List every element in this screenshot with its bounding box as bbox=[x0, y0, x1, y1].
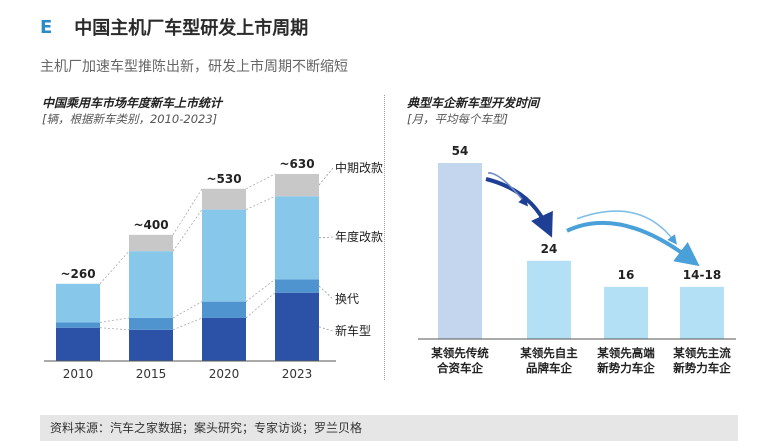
bar-segment-新车型-2015 bbox=[129, 329, 173, 361]
category-label-2-line-1: 某领先自主 bbox=[519, 346, 578, 360]
bar-1 bbox=[438, 163, 482, 339]
total-label-2020: ~530 bbox=[206, 172, 241, 186]
source-footer: 资料来源：汽车之家数据；案头研究；专家访谈；罗兰贝格 bbox=[40, 415, 738, 441]
connector-line bbox=[172, 301, 203, 319]
decrease-arrow-2b bbox=[576, 210, 677, 245]
page-title: 中国主机厂车型研发上市周期 bbox=[74, 18, 309, 39]
value-label-4: 14-18 bbox=[683, 268, 721, 282]
right-chart-title: 典型车企新车型开发时间 bbox=[407, 96, 540, 110]
connector-line bbox=[172, 188, 203, 236]
category-label-3-line-2: 新势力车企 bbox=[597, 361, 655, 375]
legend-leader bbox=[318, 285, 334, 300]
total-label-2015: ~400 bbox=[133, 218, 168, 232]
category-label-4-line-1: 某领先主流 bbox=[672, 346, 731, 360]
bar-segment-中期改款-2015 bbox=[129, 234, 173, 252]
category-label-4-line-2: 新势力车企 bbox=[673, 361, 731, 375]
category-label-1-line-1: 某领先传统 bbox=[430, 346, 489, 360]
decrease-arrow-1b bbox=[487, 172, 529, 207]
x-tick-label-2023: 2023 bbox=[282, 367, 313, 381]
bar-segment-新车型-2023 bbox=[275, 292, 319, 361]
category-label-1-line-2: 合资车企 bbox=[437, 361, 483, 375]
total-label-2023: ~630 bbox=[279, 157, 314, 171]
legend-label-年度改款: 年度改款 bbox=[335, 229, 383, 244]
x-tick-label-2020: 2020 bbox=[209, 367, 240, 381]
connector-line bbox=[172, 209, 203, 252]
decrease-arrow-2 bbox=[566, 220, 700, 267]
value-label-2: 24 bbox=[541, 242, 558, 256]
section-header: E 中国主机厂车型研发上市周期 bbox=[40, 14, 308, 40]
connector-line bbox=[99, 250, 130, 285]
total-label-2010: ~260 bbox=[60, 267, 95, 281]
bar-3 bbox=[604, 286, 648, 339]
bar-segment-中期改款-2020 bbox=[202, 188, 246, 210]
right-chart-subtitle: [月，平均每个车型] bbox=[407, 112, 508, 126]
legend-label-中期改款: 中期改款 bbox=[335, 160, 383, 175]
legend-label-换代: 换代 bbox=[335, 292, 359, 306]
decrease-arrow-1 bbox=[485, 177, 553, 238]
category-label-3-line-1: 某领先高端 bbox=[596, 346, 655, 360]
x-tick-label-2010: 2010 bbox=[63, 367, 94, 381]
bar-segment-换代-2015 bbox=[129, 317, 173, 330]
connector-line bbox=[99, 317, 130, 323]
category-label-2-line-2: 品牌车企 bbox=[526, 361, 572, 375]
bar-segment-新车型-2010 bbox=[56, 327, 100, 361]
bar-segment-年度改款-2010 bbox=[56, 283, 100, 323]
legend-leader bbox=[318, 326, 334, 332]
bar-segment-换代-2020 bbox=[202, 301, 246, 318]
panel-divider bbox=[384, 95, 385, 380]
legend-label-新车型: 新车型 bbox=[335, 323, 371, 338]
bar-segment-换代-2010 bbox=[56, 322, 100, 328]
left-chart-title: 中国乘用车市场年度新车上市统计 bbox=[42, 96, 223, 110]
bar-segment-年度改款-2020 bbox=[202, 209, 246, 302]
value-label-3: 16 bbox=[618, 268, 635, 282]
connector-line bbox=[245, 292, 276, 319]
bar-segment-中期改款-2023 bbox=[275, 173, 319, 197]
bar-segment-新车型-2020 bbox=[202, 317, 246, 361]
bar-2 bbox=[527, 260, 571, 339]
left-chart-subtitle: [辆，根据新车类别，2010-2023] bbox=[42, 112, 218, 126]
value-label-1: 54 bbox=[452, 144, 469, 158]
connector-line bbox=[99, 327, 130, 331]
page-subtitle: 主机厂加速车型推陈出新，研发上市周期不断缩短 bbox=[40, 59, 348, 75]
bar-segment-年度改款-2015 bbox=[129, 251, 173, 318]
connector-line bbox=[172, 317, 203, 331]
connector-line bbox=[245, 173, 276, 190]
bar-4 bbox=[680, 286, 724, 339]
bar-segment-年度改款-2023 bbox=[275, 196, 319, 280]
x-tick-label-2015: 2015 bbox=[136, 367, 167, 381]
connector-line bbox=[245, 195, 276, 210]
bar-segment-换代-2023 bbox=[275, 279, 319, 293]
section-letter: E bbox=[40, 16, 53, 38]
